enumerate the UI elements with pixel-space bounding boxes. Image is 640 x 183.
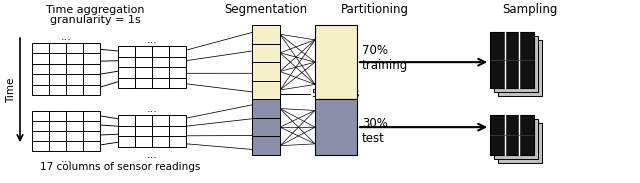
Text: Time aggregation: Time aggregation [45, 5, 144, 15]
Text: 17 columns of sensor readings: 17 columns of sensor readings [40, 162, 200, 172]
Bar [494, 36, 538, 92]
Bar [252, 99, 280, 118]
Bar [252, 81, 280, 99]
Text: granularity = 1s: granularity = 1s [50, 15, 140, 25]
Bar [252, 137, 280, 155]
Bar [252, 118, 280, 137]
Bar [32, 43, 100, 95]
Bar [498, 123, 542, 163]
Text: Time: Time [6, 77, 16, 103]
Bar [252, 44, 280, 62]
Bar [490, 115, 534, 155]
Text: ...: ... [61, 32, 72, 42]
Text: 500 rows: 500 rows [312, 89, 360, 99]
Text: Partitioning: Partitioning [341, 3, 409, 16]
Text: ...: ... [147, 35, 157, 45]
Bar [315, 99, 357, 155]
Bar [315, 25, 357, 99]
Text: 70%
training: 70% training [362, 44, 408, 72]
Text: ...: ... [147, 150, 157, 160]
Text: 30%
test: 30% test [362, 117, 388, 145]
Bar [32, 111, 100, 151]
Bar [252, 25, 280, 44]
Text: Sampling: Sampling [502, 3, 557, 16]
Bar [490, 32, 534, 88]
Text: ...: ... [61, 154, 72, 164]
Bar [118, 46, 186, 88]
Bar [490, 115, 534, 155]
Text: ...: ... [147, 104, 157, 114]
Bar [494, 119, 538, 159]
Bar [498, 40, 542, 96]
Bar [118, 115, 186, 147]
Bar [490, 32, 534, 88]
Text: Segmentation: Segmentation [225, 3, 308, 16]
Bar [252, 62, 280, 81]
